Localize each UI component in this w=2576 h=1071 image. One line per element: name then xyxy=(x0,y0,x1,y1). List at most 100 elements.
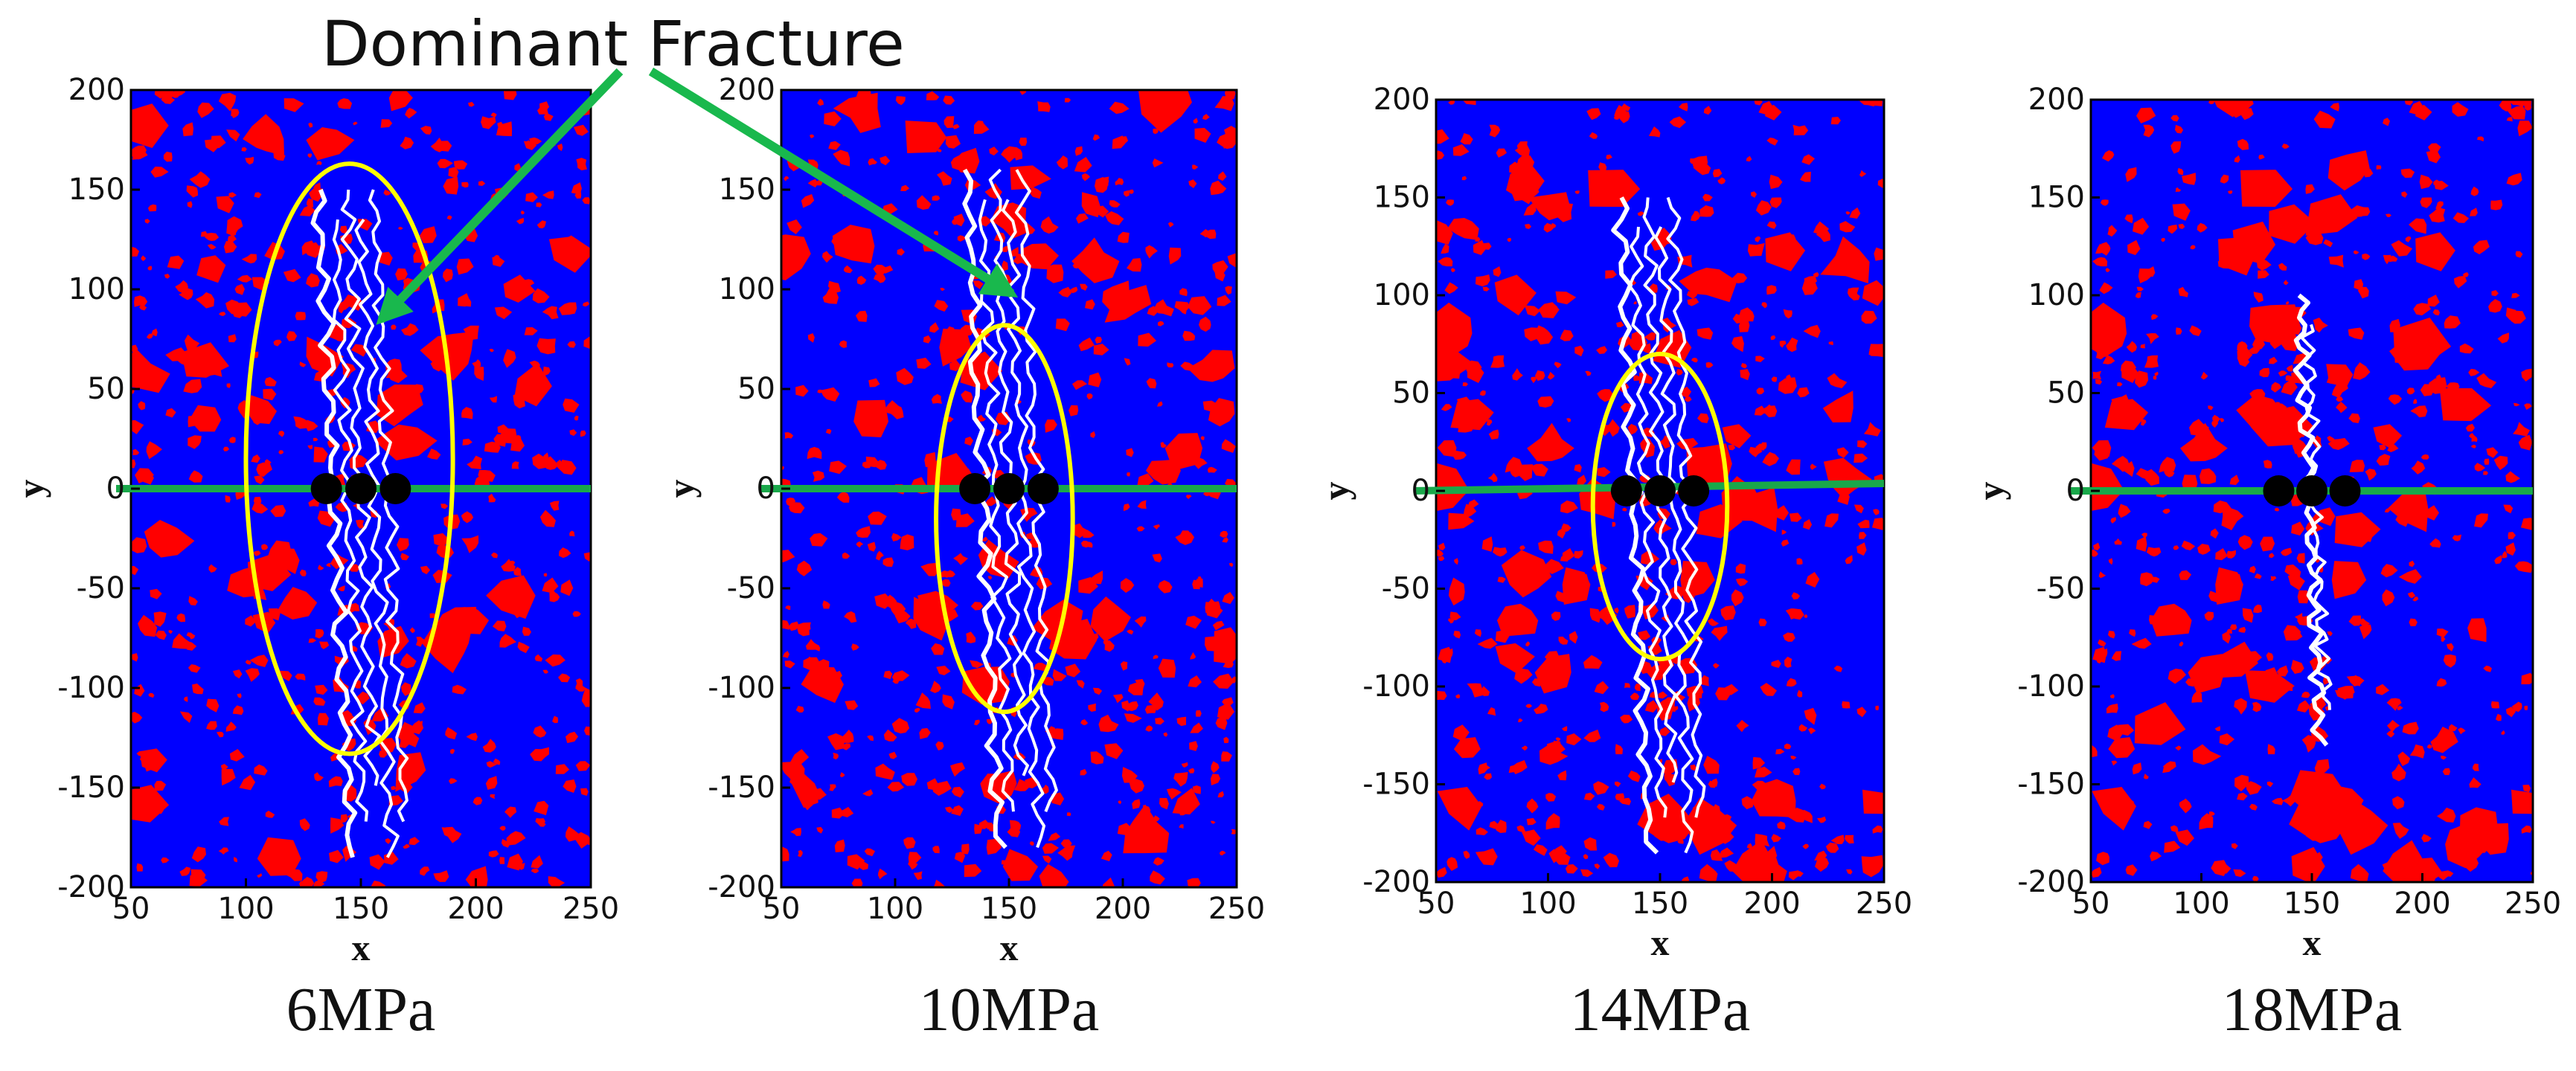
y-tick-label: 150 xyxy=(2028,181,2085,215)
y-tick-label: 100 xyxy=(2028,278,2085,312)
y-axis-label: y xyxy=(10,480,51,498)
x-tick-label: 200 xyxy=(1743,887,1800,921)
x-tick-label: 250 xyxy=(1856,887,1912,921)
y-tick-label: -150 xyxy=(57,771,125,805)
perforation-point xyxy=(1027,473,1059,504)
x-tick-label: 50 xyxy=(1417,887,1455,921)
stimulated-zone-ellipse xyxy=(1590,351,1730,662)
y-tick-label: 0 xyxy=(757,472,775,506)
y-axis-label: y xyxy=(660,480,702,498)
perforation-point xyxy=(1644,475,1676,506)
x-tick-label: 250 xyxy=(1208,892,1265,926)
y-tick-label: 200 xyxy=(68,73,125,107)
panel-caption: 6MPa xyxy=(286,975,436,1044)
x-tick-label: 50 xyxy=(763,892,801,926)
fracture-strand xyxy=(2300,324,2333,710)
perforation-point xyxy=(2296,475,2327,506)
perforation-point xyxy=(310,473,342,504)
y-tick-label: -50 xyxy=(727,571,775,605)
y-tick-label: 200 xyxy=(1374,83,1430,117)
dominant-fracture-annotation: Dominant Fracture xyxy=(321,7,1019,325)
x-axis-label: x xyxy=(352,927,371,968)
grain-field xyxy=(781,90,1237,887)
x-tick-label: 100 xyxy=(867,892,923,926)
y-tick-label: 0 xyxy=(1412,474,1430,508)
y-tick-label: -50 xyxy=(1382,572,1430,606)
grain-field xyxy=(1436,100,1884,882)
perforation-point xyxy=(379,473,411,504)
y-tick-label: 50 xyxy=(1392,376,1430,411)
perforation-point xyxy=(2329,475,2361,506)
fracture-strand xyxy=(354,219,400,858)
fracture-strand xyxy=(1002,199,1046,849)
x-tick-label: 100 xyxy=(2173,887,2229,921)
y-tick-label: 150 xyxy=(719,173,775,207)
x-tick-label: 250 xyxy=(563,892,619,926)
x-tick-label: 200 xyxy=(447,892,504,926)
fracture-strand xyxy=(1628,226,1667,818)
panel-caption: 10MPa xyxy=(919,975,1100,1044)
y-tick-label: 50 xyxy=(87,372,125,406)
y-tick-label: -100 xyxy=(708,671,775,705)
annotation-arrow-left xyxy=(376,68,624,325)
y-axis-label: y xyxy=(1315,482,1356,501)
perforation-point xyxy=(993,473,1025,504)
fracture-strand xyxy=(332,219,369,822)
y-tick-label: -150 xyxy=(1362,768,1430,802)
panel-caption: 18MPa xyxy=(2222,975,2403,1044)
y-tick-label: 50 xyxy=(2047,376,2085,411)
x-tick-label: 100 xyxy=(217,892,274,926)
x-tick-label: 150 xyxy=(1632,887,1688,921)
y-tick-label: 200 xyxy=(2028,83,2085,117)
perforation-point xyxy=(2263,475,2295,506)
y-tick-label: 200 xyxy=(719,73,775,107)
x-tick-label: 100 xyxy=(1519,887,1576,921)
fracture-strand xyxy=(1666,196,1706,818)
fracture-strand xyxy=(310,188,358,858)
y-tick-label: 150 xyxy=(68,173,125,207)
x-axis-label: x xyxy=(1651,922,1670,963)
y-tick-label: -100 xyxy=(2017,669,2085,704)
x-tick-label: 150 xyxy=(333,892,389,926)
y-tick-label: 0 xyxy=(2066,474,2085,508)
y-tick-label: 0 xyxy=(106,472,125,506)
y-tick-label: -100 xyxy=(1362,669,1430,704)
x-axis-label: x xyxy=(1000,927,1019,968)
y-tick-label: 50 xyxy=(737,372,775,406)
y-tick-label: 100 xyxy=(68,272,125,306)
fracture-strand xyxy=(1654,226,1694,854)
y-tick-label: -200 xyxy=(57,870,125,904)
x-tick-label: 50 xyxy=(112,892,150,926)
y-tick-label: -50 xyxy=(2037,572,2085,606)
y-tick-label: 100 xyxy=(719,272,775,306)
fracture-network xyxy=(1611,196,1706,855)
fracture-strand xyxy=(1611,196,1659,855)
dominant-fracture-label: Dominant Fracture xyxy=(321,7,905,80)
y-tick-label: -200 xyxy=(1362,865,1430,899)
perforation-point xyxy=(345,473,377,504)
x-tick-label: 200 xyxy=(1095,892,1151,926)
stimulated-zone-ellipse xyxy=(934,323,1075,715)
fracture-strand xyxy=(962,168,1007,849)
perforation-point xyxy=(1610,475,1642,506)
perforation-point xyxy=(1678,475,1710,506)
y-axis-label: y xyxy=(1970,482,2011,501)
fracture-network xyxy=(2293,293,2333,747)
y-tick-label: 100 xyxy=(1374,278,1430,312)
x-tick-label: 150 xyxy=(981,892,1037,926)
x-tick-label: 150 xyxy=(2284,887,2340,921)
y-tick-label: -150 xyxy=(2017,768,2085,802)
x-axis-label: x xyxy=(2303,922,2322,963)
x-tick-label: 200 xyxy=(2394,887,2450,921)
x-tick-label: 50 xyxy=(2072,887,2110,921)
annotation-arrow-right xyxy=(648,67,1019,298)
x-tick-label: 250 xyxy=(2505,887,2561,921)
y-tick-label: -100 xyxy=(57,671,125,705)
stimulated-zone-ellipse xyxy=(243,161,455,756)
perforation-point xyxy=(959,473,991,504)
